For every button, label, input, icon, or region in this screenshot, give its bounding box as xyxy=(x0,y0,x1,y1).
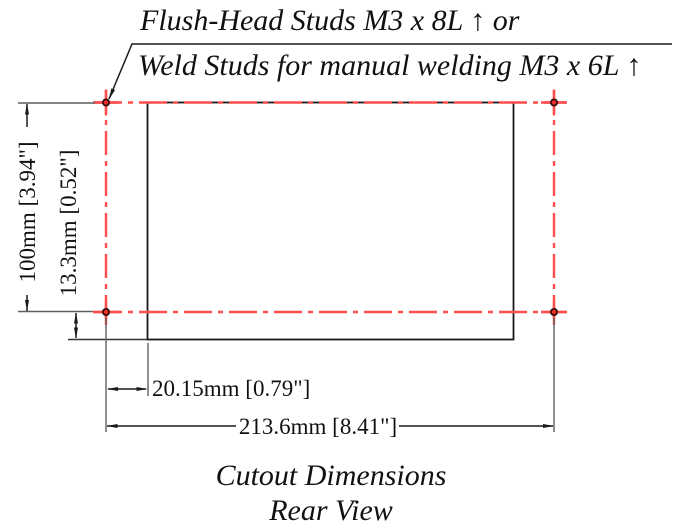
dimension-overall-width xyxy=(106,424,554,428)
cutout-rectangle xyxy=(146,101,515,341)
leader-arrowhead xyxy=(108,88,116,100)
stud-note-line1: Flush-Head Studs M3 x 8L ↑ or xyxy=(140,4,520,37)
dimension-text-overall-width: 213.6mm [8.41"] xyxy=(238,414,398,439)
stud-point-top-left xyxy=(102,98,111,107)
arrowhead-right xyxy=(136,387,148,391)
arrowhead-right xyxy=(543,424,554,428)
drawing-caption-view: Rear View xyxy=(269,494,393,527)
stud-crosshairs xyxy=(93,89,567,325)
arrowhead-down xyxy=(25,300,29,311)
arrowhead-left xyxy=(107,387,118,391)
arrowhead-up xyxy=(25,103,29,115)
dimension-text-overall-height: 100mm [3.94"] xyxy=(15,141,40,283)
arrowhead-down xyxy=(74,327,78,339)
leader-line xyxy=(108,43,672,100)
stud-point-top-right xyxy=(550,98,559,107)
stud-point-bottom-right xyxy=(550,307,559,316)
dimension-overall-height xyxy=(25,103,29,311)
drawing-caption-title: Cutout Dimensions xyxy=(215,459,447,492)
stud-points xyxy=(102,98,559,316)
dimension-text-stud-offset-width: 20.15mm [0.79"] xyxy=(152,376,311,401)
stud-point-bottom-left xyxy=(102,307,111,316)
extension-lines xyxy=(18,102,555,432)
arrowhead-left xyxy=(106,424,118,428)
stud-centerlines xyxy=(93,89,567,325)
dimension-stud-offset-height xyxy=(74,312,78,339)
arrowhead-up xyxy=(74,312,78,324)
dimension-text-stud-offset-height: 13.3mm [0.52"] xyxy=(56,149,81,297)
dimension-stud-offset-width xyxy=(107,387,148,391)
stud-note-line2: Weld Studs for manual welding M3 x 6L ↑ xyxy=(138,49,642,82)
